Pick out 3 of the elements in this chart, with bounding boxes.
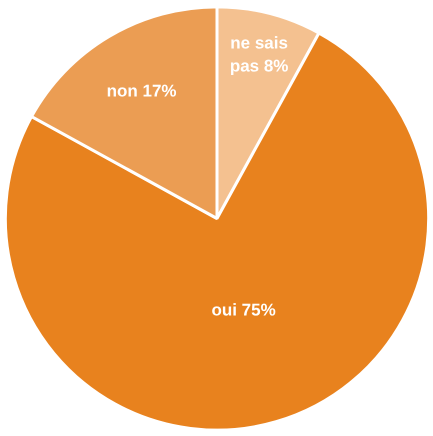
slice-label: non 17% [106, 81, 177, 100]
slice-label: oui 75% [211, 300, 276, 320]
slice-label: ne sais pas 8% [230, 34, 288, 76]
